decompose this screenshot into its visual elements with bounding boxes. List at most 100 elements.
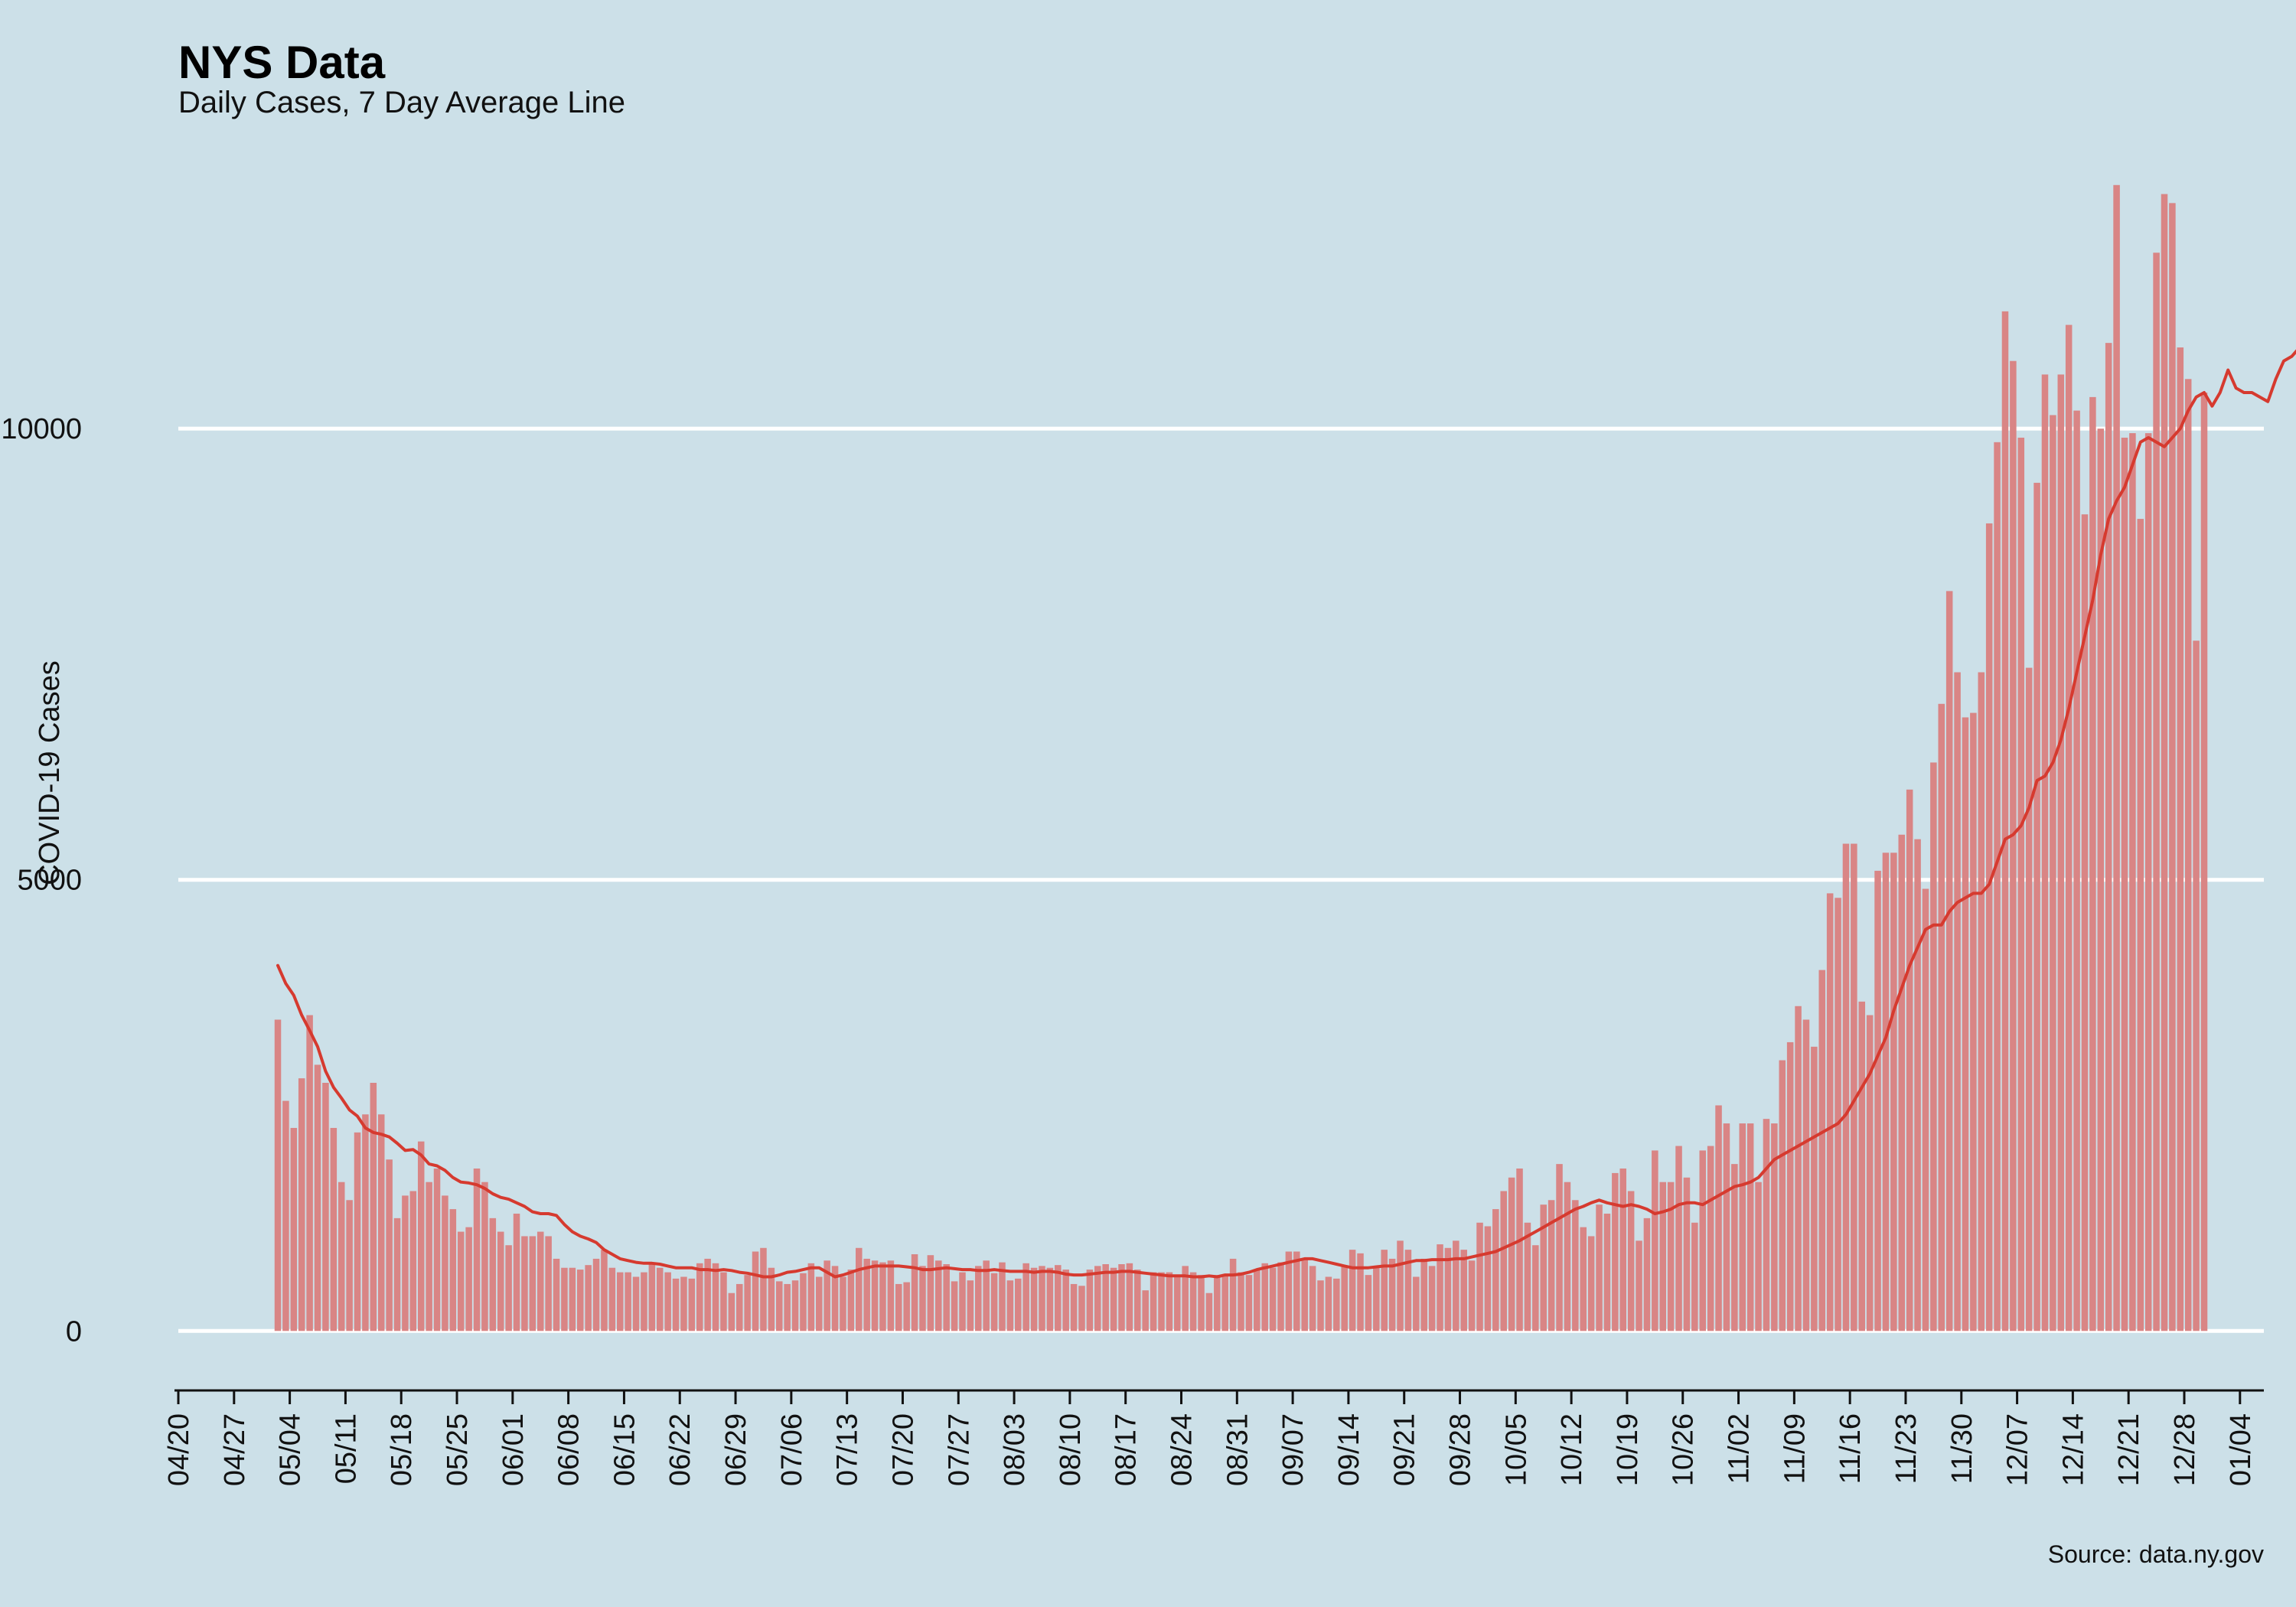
bar	[967, 1280, 974, 1332]
bar	[497, 1231, 504, 1332]
bar	[887, 1260, 895, 1332]
bar	[1221, 1275, 1228, 1332]
bar	[1030, 1267, 1038, 1332]
bar	[1739, 1123, 1746, 1332]
x-tick-label: 06/08	[553, 1413, 585, 1486]
bar	[1978, 672, 1985, 1332]
x-tick-label: 05/04	[275, 1413, 307, 1486]
bar	[322, 1083, 329, 1332]
bar	[807, 1263, 815, 1332]
bar	[1500, 1191, 1507, 1332]
bar	[720, 1272, 727, 1332]
bar	[768, 1267, 775, 1332]
bar	[1070, 1283, 1078, 1332]
bar	[1970, 712, 1977, 1332]
bar	[576, 1270, 584, 1332]
bar	[282, 1100, 289, 1332]
bar	[1150, 1272, 1157, 1332]
bar	[1627, 1191, 1635, 1332]
bar	[1842, 843, 1850, 1332]
bar	[1945, 591, 1953, 1332]
bar	[975, 1266, 982, 1332]
x-tick-label: 05/18	[386, 1413, 418, 1486]
bar	[616, 1272, 624, 1332]
bar	[2073, 410, 2080, 1332]
bar	[2200, 392, 2208, 1332]
x-tick-label: 06/15	[608, 1413, 641, 1486]
bar	[1349, 1250, 1356, 1332]
bar	[2057, 374, 2065, 1332]
bar	[1731, 1164, 1738, 1332]
bar	[1603, 1213, 1611, 1332]
bar	[935, 1260, 942, 1332]
bar	[1476, 1222, 1483, 1332]
x-tick-label: 12/07	[2002, 1413, 2034, 1486]
bar	[2193, 641, 2200, 1332]
bar	[959, 1272, 966, 1332]
bar	[752, 1251, 759, 1332]
bar	[1484, 1226, 1492, 1332]
bar	[274, 1019, 282, 1332]
bar	[2081, 514, 2089, 1332]
bar	[330, 1127, 338, 1332]
bar	[370, 1083, 377, 1332]
x-tick-label: 09/14	[1333, 1413, 1365, 1486]
bar	[735, 1283, 743, 1332]
bar	[800, 1273, 807, 1332]
bar	[1572, 1200, 1579, 1332]
bar	[1652, 1150, 1658, 1332]
bar	[1198, 1275, 1205, 1332]
x-tick-label: 07/13	[832, 1413, 864, 1486]
daily-cases-bars	[274, 184, 2208, 1332]
bar	[1214, 1275, 1221, 1332]
bar	[2177, 347, 2184, 1332]
bar	[1779, 1060, 1786, 1332]
bar	[1540, 1204, 1547, 1332]
bar	[2010, 360, 2017, 1332]
x-tick-label: 11/09	[1779, 1413, 1811, 1484]
bar	[553, 1258, 560, 1332]
bar	[823, 1260, 830, 1332]
bar	[1094, 1266, 1101, 1332]
bar	[680, 1276, 687, 1332]
bar	[1039, 1266, 1045, 1332]
bar	[1524, 1222, 1531, 1332]
bar	[1667, 1182, 1675, 1332]
bar	[2033, 482, 2040, 1332]
bar	[306, 1015, 313, 1332]
bar	[1381, 1250, 1388, 1332]
bar	[664, 1272, 671, 1332]
bar	[1771, 1123, 1778, 1332]
x-tick-label: 11/30	[1946, 1413, 1978, 1484]
bar	[298, 1078, 305, 1332]
y-axis-title: COVID-19 Cases	[34, 660, 66, 885]
x-tick-label: 08/03	[999, 1413, 1031, 1486]
x-tick-label: 06/22	[664, 1413, 696, 1486]
bar	[1229, 1258, 1237, 1332]
bar	[1795, 1006, 1802, 1332]
bar	[1882, 852, 1890, 1332]
bar	[760, 1247, 767, 1332]
bar	[2065, 324, 2073, 1332]
bar	[1078, 1286, 1085, 1332]
bar	[999, 1262, 1006, 1332]
bar	[696, 1263, 703, 1332]
bar	[1126, 1263, 1133, 1332]
x-tick-label: 08/31	[1221, 1413, 1254, 1486]
bar	[784, 1283, 791, 1332]
bar	[1174, 1275, 1181, 1332]
bar	[656, 1267, 664, 1332]
x-tick-label: 11/02	[1724, 1413, 1756, 1484]
x-tick-label: 08/17	[1110, 1413, 1143, 1486]
bar	[1189, 1272, 1197, 1332]
bar	[871, 1260, 879, 1332]
bar	[1166, 1272, 1173, 1332]
bar	[1086, 1270, 1094, 1332]
bar	[1691, 1222, 1698, 1332]
bar	[1818, 970, 1826, 1332]
bar	[1715, 1105, 1722, 1332]
bar	[1914, 839, 1921, 1332]
bar	[1062, 1270, 1069, 1332]
